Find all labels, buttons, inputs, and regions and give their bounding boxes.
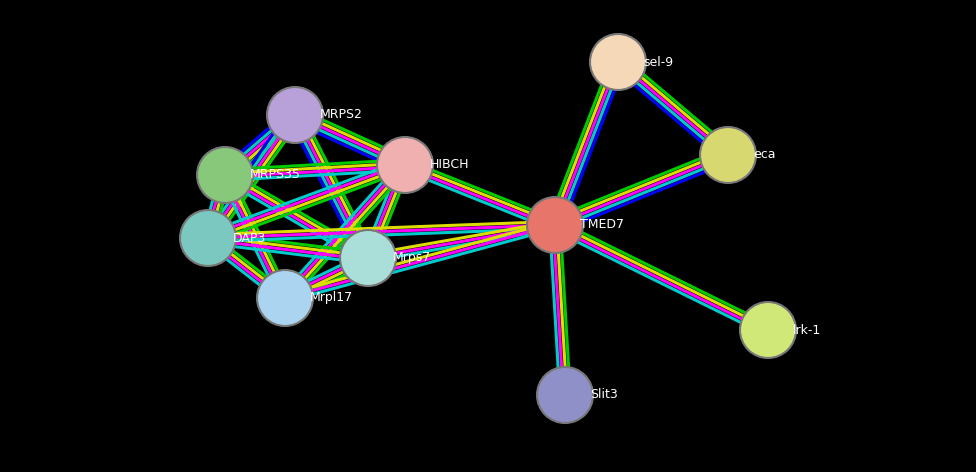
Text: TMED7: TMED7	[580, 219, 624, 231]
Text: HIBCH: HIBCH	[430, 159, 469, 171]
Text: sel-9: sel-9	[643, 56, 673, 68]
Circle shape	[377, 137, 433, 193]
Circle shape	[740, 302, 796, 358]
Circle shape	[267, 87, 323, 143]
Text: Mrpl17: Mrpl17	[310, 292, 353, 304]
Text: eca: eca	[753, 149, 776, 161]
Circle shape	[590, 34, 646, 90]
Circle shape	[257, 270, 313, 326]
Circle shape	[340, 230, 396, 286]
Text: Mrps7: Mrps7	[393, 252, 431, 264]
Circle shape	[537, 367, 593, 423]
Text: Slit3: Slit3	[590, 388, 618, 402]
Text: MRPS2: MRPS2	[320, 109, 363, 121]
Text: lrk-1: lrk-1	[793, 323, 821, 337]
Circle shape	[527, 197, 583, 253]
Text: DAP3: DAP3	[233, 231, 266, 244]
Text: MRPS35: MRPS35	[250, 169, 301, 182]
Circle shape	[197, 147, 253, 203]
Circle shape	[700, 127, 756, 183]
Circle shape	[180, 210, 236, 266]
